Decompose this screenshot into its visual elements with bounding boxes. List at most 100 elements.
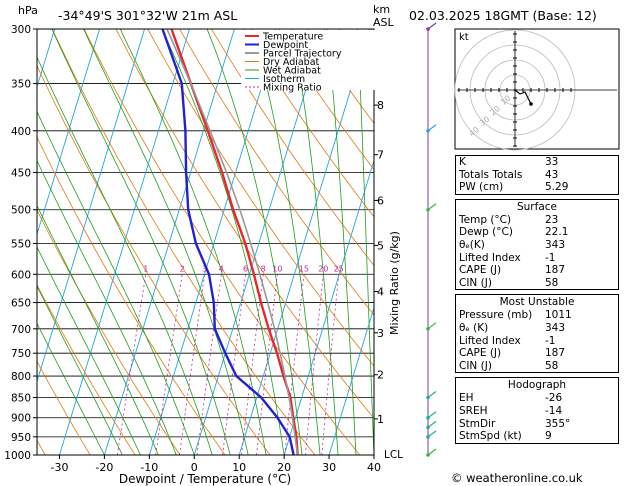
isotherm xyxy=(37,29,101,236)
surface-row: Lifted Index -1 xyxy=(456,252,618,265)
wind-barb-point xyxy=(426,415,430,420)
index-value: -1 xyxy=(545,334,556,347)
legend-label: Parcel Trajectory xyxy=(263,49,342,60)
asl-label: ASL xyxy=(373,16,395,29)
mixing-ratio-line xyxy=(155,274,183,455)
mixing-ratio-line xyxy=(256,274,278,455)
pressure-tick-label: 450 xyxy=(11,168,31,180)
mixing-ratio-line xyxy=(241,274,264,455)
profiles xyxy=(161,29,299,455)
wet-adiabat xyxy=(119,29,267,455)
index-value: 343 xyxy=(545,238,566,251)
dry-adiabat xyxy=(37,209,181,455)
pressure-tick-label: 850 xyxy=(11,393,31,405)
temperature-tick-label: 10 xyxy=(232,461,246,474)
km-tick-label: 6 xyxy=(377,194,384,207)
dry-adiabat xyxy=(83,29,361,455)
index-label: StmSpd (kt) xyxy=(459,430,522,443)
background-lines xyxy=(0,29,374,455)
mixing-ratio-line xyxy=(196,274,222,455)
dry-adiabat xyxy=(179,29,374,316)
hodograph-row: StmSpd (kt) 9 xyxy=(456,430,618,443)
y2-axis-label: Mixing Ratio (g/kg) xyxy=(388,231,401,335)
legend-label: Dewpoint xyxy=(263,40,308,51)
index-label: CIN (J) xyxy=(459,359,492,372)
wet-adiabat xyxy=(37,285,123,455)
index-label: CIN (J) xyxy=(459,276,492,289)
isotherm xyxy=(238,29,370,455)
wet-adiabat xyxy=(37,322,105,455)
summary-row: Totals Totals 43 xyxy=(456,169,618,182)
dry-adiabat xyxy=(242,29,374,218)
hodograph-kt-label: kt xyxy=(459,32,469,43)
pressure-tick-label: 650 xyxy=(11,298,31,310)
pressure-tick-label: 350 xyxy=(11,79,31,91)
mixing-ratio-label: 25 xyxy=(334,264,344,273)
isotherm xyxy=(0,29,10,455)
mixing-ratio-line xyxy=(116,274,147,455)
mixing-ratio-label: 3 xyxy=(202,264,207,273)
wet-adiabat xyxy=(326,29,357,455)
most-unstable-row: Lifted Index -1 xyxy=(456,335,618,348)
index-value: 58 xyxy=(545,276,559,289)
profile-parcel-trajectory xyxy=(166,29,299,455)
dry-adiabat xyxy=(115,29,374,419)
temperature-axis: -30 -20 -10 0 10 20 30 40 xyxy=(51,455,381,474)
summary-row: K 33 xyxy=(456,156,618,169)
indices-summary: K 33 Totals Totals 43 PW (cm) 5.29 xyxy=(455,155,619,195)
index-value: 9 xyxy=(545,430,552,443)
indices-panel: K 33 Totals Totals 43 PW (cm) 5.29 Surface Tem… xyxy=(455,155,619,448)
index-value: -1 xyxy=(545,251,556,264)
km-tick-label: 4 xyxy=(377,286,384,299)
index-label: CAPE (J) xyxy=(459,347,502,360)
pressure-tick-label: 750 xyxy=(11,348,31,360)
mixing-ratio-label: 10 xyxy=(272,264,282,273)
temperature-tick-label: -10 xyxy=(140,461,158,474)
legend-label: Wet Adiabat xyxy=(263,66,321,77)
index-value: 355° xyxy=(545,417,571,430)
most-unstable-title: Most Unstable xyxy=(499,296,575,309)
index-label: θₑ(K) xyxy=(459,238,485,251)
km-axis: 1 2 3 4 5 6 7 8 xyxy=(374,99,384,426)
wind-barb-point xyxy=(426,326,430,331)
pressure-tick-label: 300 xyxy=(11,24,31,36)
temperature-tick-label: 0 xyxy=(191,461,198,474)
index-label: SREH xyxy=(459,404,488,417)
dry-adiabat xyxy=(37,284,136,455)
index-label: CAPE (J) xyxy=(459,264,502,277)
wind-barb-point xyxy=(426,207,430,212)
wet-adiabat xyxy=(357,29,374,455)
dry-adiabat xyxy=(37,136,226,455)
hodograph-storm-motion xyxy=(529,102,533,106)
index-label: Lifted Index xyxy=(459,334,521,347)
index-value: 187 xyxy=(545,347,566,360)
isotherm xyxy=(193,29,325,455)
wet-adiabat xyxy=(161,29,285,455)
x-axis-label: Dewpoint / Temperature (°C) xyxy=(119,472,291,486)
pressure-tick-label: 950 xyxy=(11,432,31,444)
wet-adiabat xyxy=(291,29,339,455)
index-label: θₑ (K) xyxy=(459,321,489,334)
hodograph-trace xyxy=(514,89,532,105)
wet-adiabat xyxy=(37,246,141,455)
mixing-ratio-label: 2 xyxy=(180,264,185,273)
isotherm xyxy=(37,29,145,383)
mixing-ratio-label: 6 xyxy=(243,264,248,273)
wind-barb-point xyxy=(426,435,430,439)
wet-adiabat xyxy=(37,159,177,455)
profile-temperature xyxy=(170,29,299,455)
hodograph-row: StmDir 355° xyxy=(456,418,618,431)
mixing-ratio-label: 4 xyxy=(219,264,224,273)
index-value: 23 xyxy=(545,213,559,226)
pressure-tick-label: 900 xyxy=(11,413,31,425)
index-value: 58 xyxy=(545,359,559,372)
index-label: EH xyxy=(459,392,474,405)
legend-background xyxy=(241,30,387,90)
index-label: Totals Totals xyxy=(459,168,523,181)
dry-adiabat xyxy=(37,360,91,455)
pressure-tick-label: 500 xyxy=(11,205,31,217)
most-unstable-row: θₑ (K) 343 xyxy=(456,322,618,335)
lcl-label: LCL xyxy=(384,449,403,461)
wet-adiabat xyxy=(206,29,303,455)
